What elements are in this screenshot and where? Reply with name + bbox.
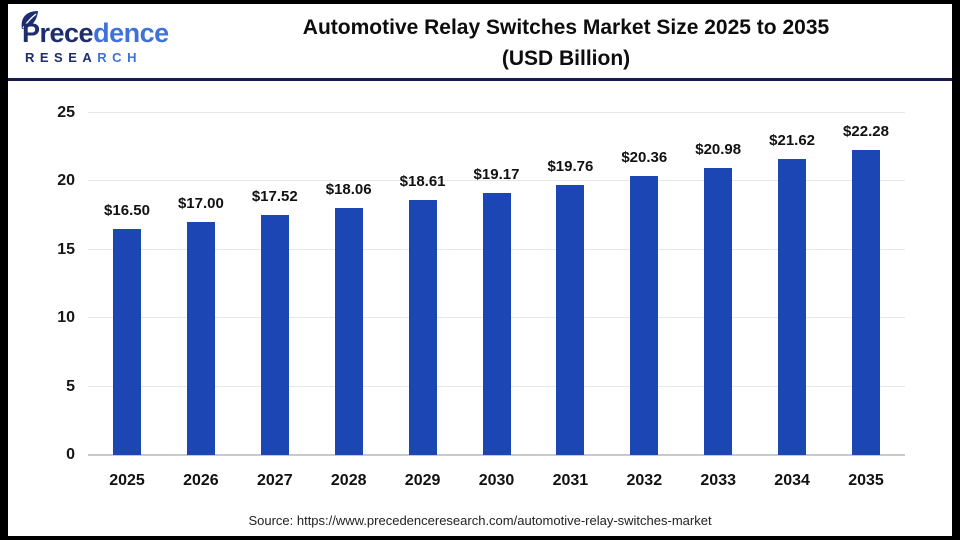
y-tick-label: 5 xyxy=(66,377,75,395)
x-tick-label: 2031 xyxy=(552,472,589,489)
x-tick-label: 2035 xyxy=(848,472,884,489)
chart-page: Precedence RESEARCH Automotive Relay Swi… xyxy=(8,4,952,536)
logo-wordmark: Precedence xyxy=(22,18,169,49)
source-text: Source: https://www.precedenceresearch.c… xyxy=(248,513,712,528)
bar-value-label: $19.17 xyxy=(473,165,520,183)
x-axis-line xyxy=(88,454,905,456)
x-tick-label: 2028 xyxy=(330,472,367,489)
x-tick-label: 2032 xyxy=(626,472,663,489)
bar-2031 xyxy=(556,184,585,455)
bar-value-label: $22.28 xyxy=(843,123,889,141)
y-tick-label: 0 xyxy=(66,446,75,463)
bar-value-label: $17.52 xyxy=(251,188,298,206)
bar-2035 xyxy=(852,150,880,455)
bar-value-label: $16.50 xyxy=(104,202,150,220)
bar-2027 xyxy=(260,215,289,455)
bar-value-label: $20.36 xyxy=(621,149,668,167)
bar-value-label: $18.06 xyxy=(325,180,372,198)
chart-title: Automotive Relay Switches Market Size 20… xyxy=(180,4,952,74)
logo-word-dark: Prece xyxy=(22,18,94,48)
bar-2026 xyxy=(186,222,215,455)
chart-title-line1: Automotive Relay Switches Market Size 20… xyxy=(302,16,830,39)
logo-word-light: dence xyxy=(93,18,169,48)
bar-2033 xyxy=(704,167,733,455)
bar-value-label: $20.98 xyxy=(695,140,742,158)
bar-chart: Source: https://www.precedenceresearch.c… xyxy=(8,81,952,536)
bar-value-label: $21.62 xyxy=(769,132,816,150)
x-tick-label: 2026 xyxy=(183,472,219,489)
x-tick-label: 2027 xyxy=(257,472,293,489)
logo-sub-dark: RESEA xyxy=(25,50,98,65)
logo-subtitle: RESEARCH xyxy=(25,50,142,65)
bar-value-label: $19.76 xyxy=(547,157,594,175)
bar-2034 xyxy=(778,159,807,455)
x-tick-label: 2033 xyxy=(700,472,736,489)
bar-value-label: $17.00 xyxy=(177,195,224,213)
x-tick-label: 2025 xyxy=(109,472,145,489)
header: Precedence RESEARCH Automotive Relay Swi… xyxy=(8,4,952,81)
y-tick-label: 10 xyxy=(57,309,75,327)
x-tick-label: 2030 xyxy=(478,472,515,489)
bar-value-label: $18.61 xyxy=(399,173,446,191)
bar-2029 xyxy=(408,200,437,455)
gridline xyxy=(88,180,905,182)
gridline xyxy=(88,112,905,113)
logo-sub-light: RCH xyxy=(97,50,142,65)
y-tick-label: 25 xyxy=(57,104,75,121)
x-tick-label: 2034 xyxy=(774,472,810,489)
bar-2025 xyxy=(113,229,141,455)
bar-2030 xyxy=(482,192,511,455)
precedence-research-logo: Precedence RESEARCH xyxy=(8,4,180,78)
chart-title-line2: (USD Billion) xyxy=(501,47,631,70)
bar-2032 xyxy=(630,176,659,455)
leaf-icon xyxy=(21,11,38,29)
x-tick-label: 2029 xyxy=(404,472,441,489)
y-tick-label: 15 xyxy=(57,240,75,258)
bar-2028 xyxy=(334,207,363,455)
y-tick-label: 20 xyxy=(57,172,75,190)
